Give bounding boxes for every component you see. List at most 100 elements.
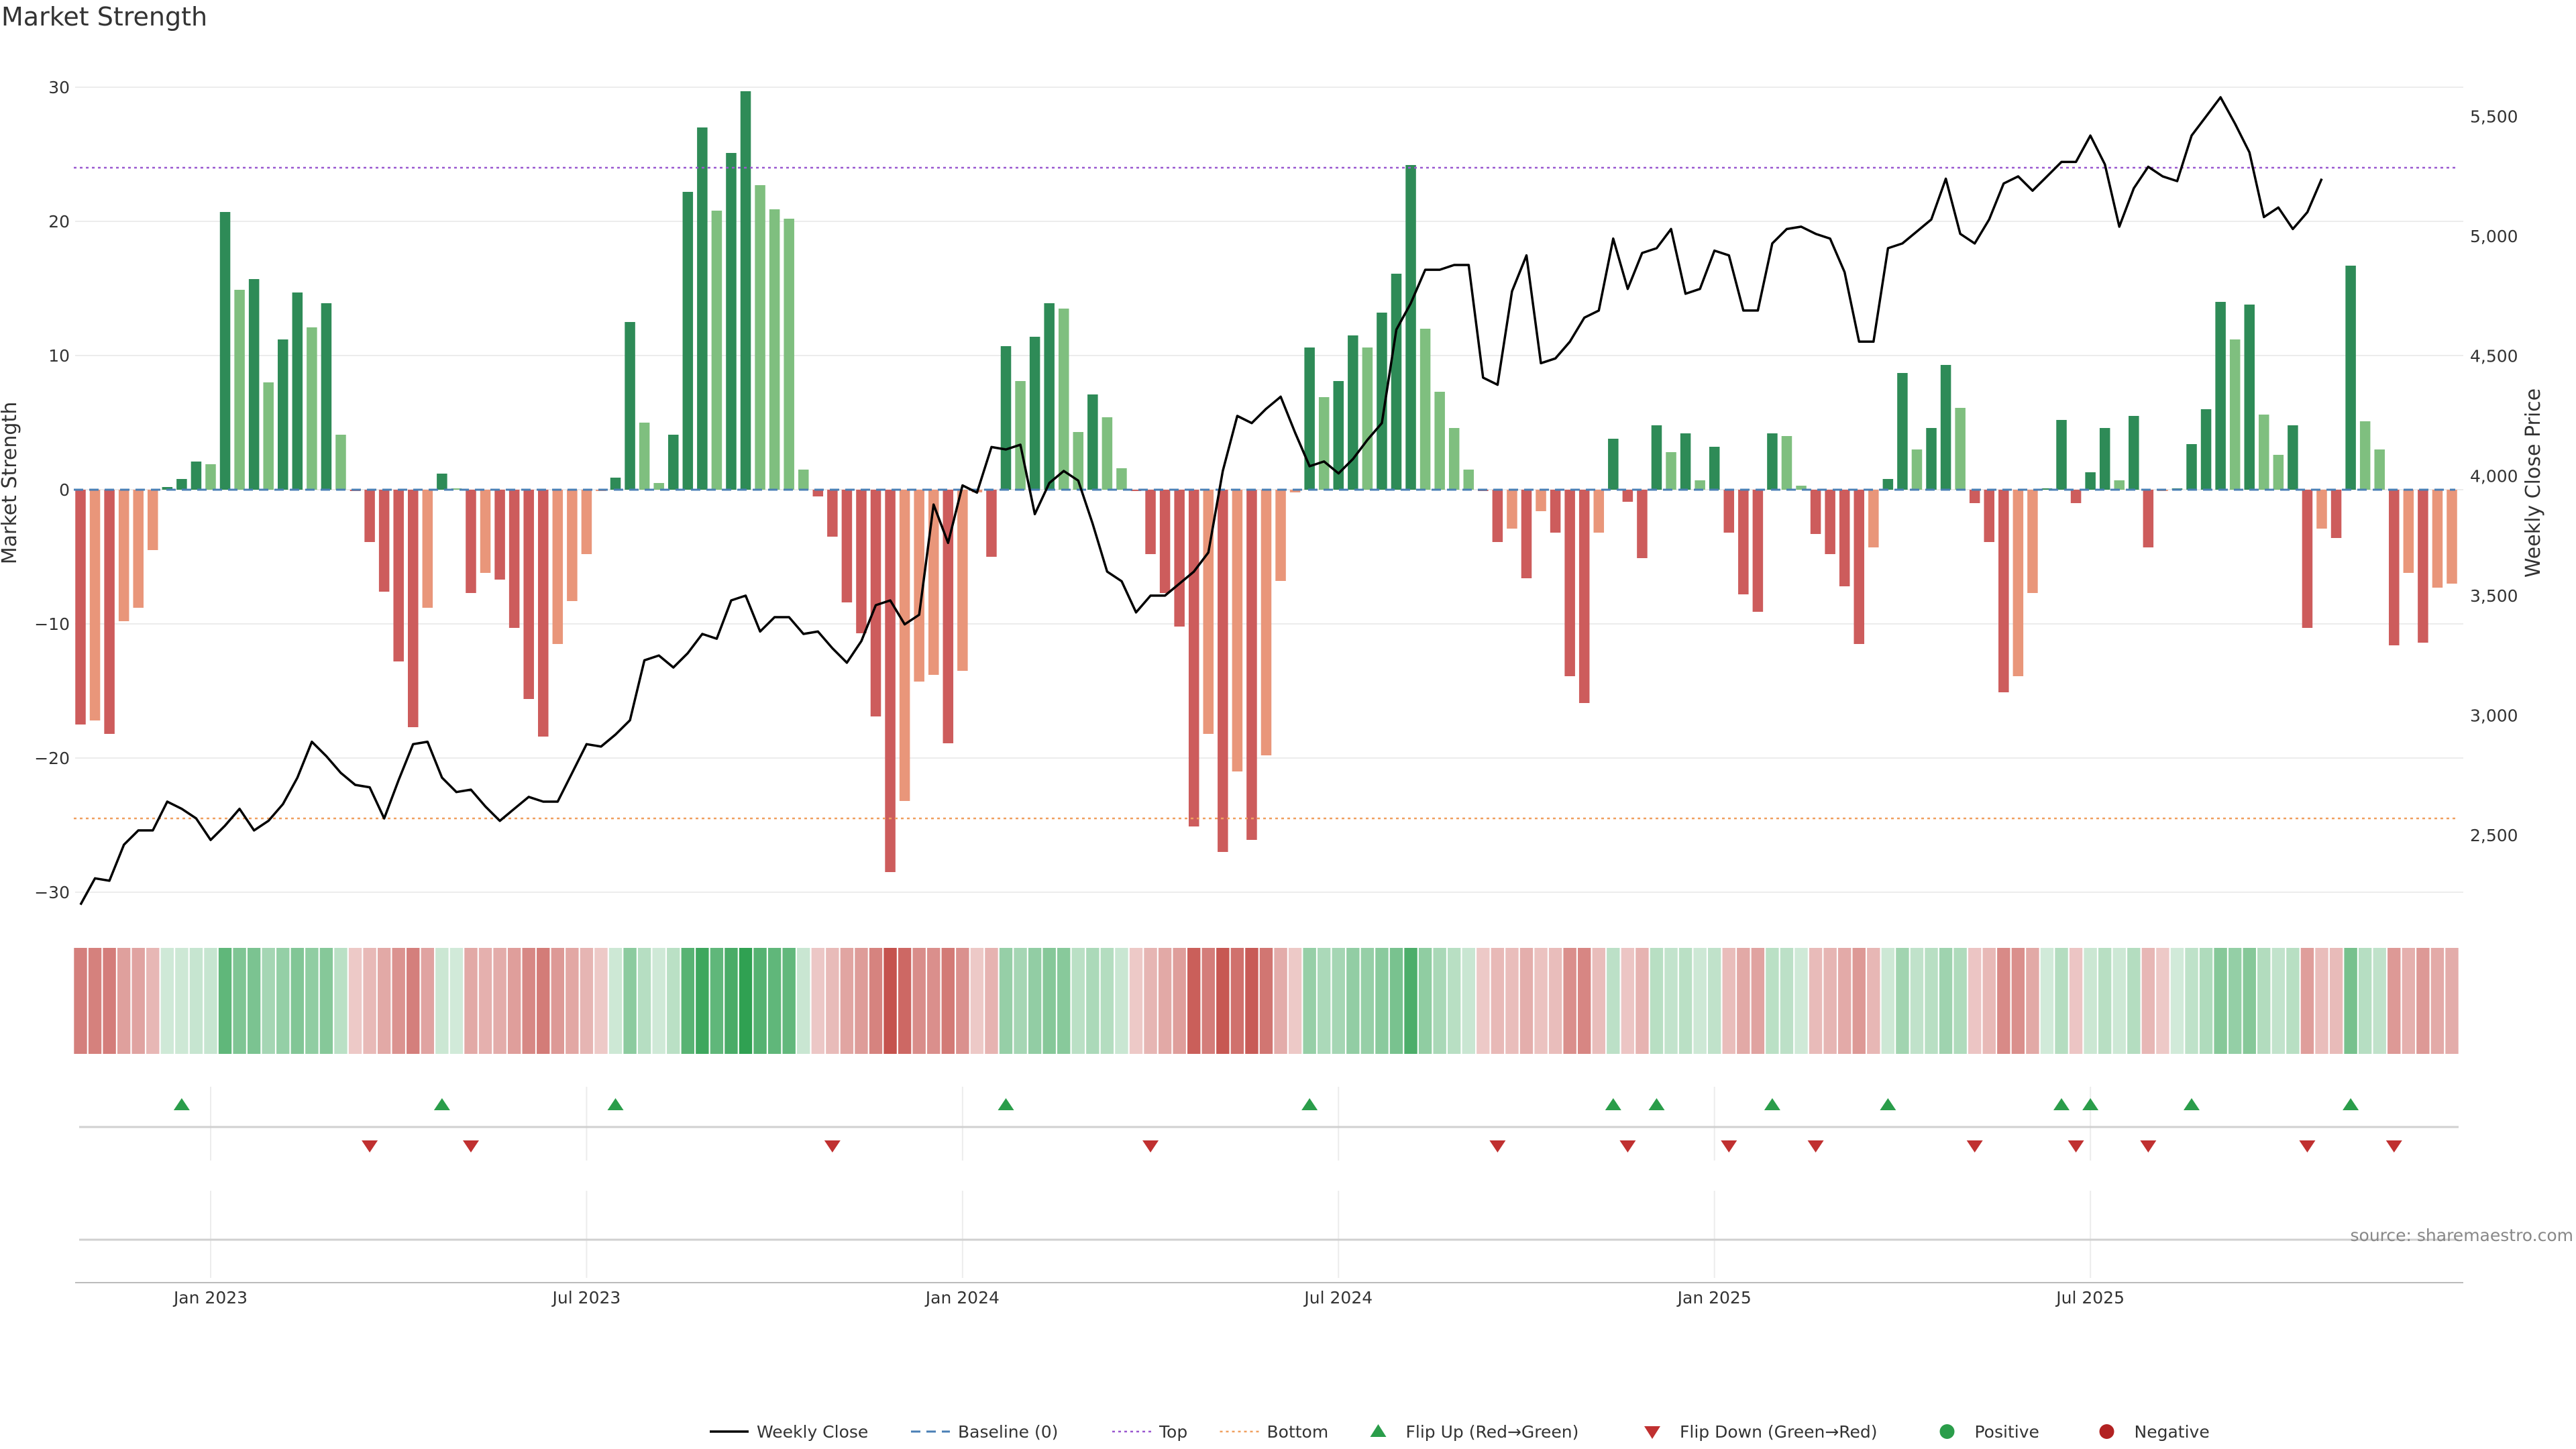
heat-cell (1982, 948, 1996, 1054)
y-right-tick-label: 3,500 (2470, 586, 2518, 606)
heat-cell (2011, 948, 2025, 1054)
legend: Weekly Close Baseline (0) Top Bottom Flip Up… (710, 1422, 2210, 1442)
flip-up-marker (1605, 1098, 1621, 1110)
strength-bar (2389, 490, 2400, 645)
x-tick-label: Jul 2023 (551, 1288, 621, 1307)
strength-bar (191, 462, 202, 490)
heat-cell (2329, 948, 2343, 1054)
strength-bar (755, 185, 765, 490)
heat-cell (2141, 948, 2155, 1054)
strength-bar (769, 209, 780, 490)
heat-cell (753, 948, 767, 1054)
heat-cell (912, 948, 926, 1054)
heat-cell (1288, 948, 1302, 1054)
heat-cell (2055, 948, 2068, 1054)
strength-bar (1680, 433, 1691, 490)
legend-item: Flip Up (Red→Green) (1370, 1422, 1578, 1442)
strength-bar (278, 339, 288, 490)
strength-bar (1882, 479, 1894, 490)
flip-down-marker (2140, 1140, 2157, 1152)
x-tick-label: Jan 2024 (924, 1288, 1000, 1307)
heat-cell (1519, 948, 1534, 1054)
heat-cell (840, 948, 854, 1054)
strength-bar (1145, 490, 1156, 554)
strength-bar (1232, 490, 1243, 771)
strength-bar (1116, 468, 1127, 490)
strength-bar (335, 435, 346, 490)
x-tick-label: Jul 2025 (2055, 1288, 2125, 1307)
heat-cell (898, 948, 912, 1054)
heat-cell (2199, 948, 2213, 1054)
heat-cell (1389, 948, 1403, 1054)
strength-bar (1593, 490, 1605, 533)
strength-bar (625, 322, 635, 490)
heat-cell (1751, 948, 1765, 1054)
heat-cell (88, 948, 102, 1054)
strength-bar (1289, 490, 1301, 492)
strength-bar (133, 490, 144, 608)
strength-bars (75, 91, 2457, 872)
strength-bar (263, 382, 274, 490)
flip-down-marker (1721, 1140, 1737, 1152)
y-left-tick-label: 30 (48, 78, 70, 97)
heat-cell (290, 948, 305, 1054)
heat-cell (1303, 948, 1316, 1054)
heat-cell (941, 948, 955, 1054)
heat-cell (1780, 948, 1794, 1054)
heat-cell (2286, 948, 2300, 1054)
heat-cell (739, 948, 753, 1054)
strength-bar (1174, 490, 1185, 627)
y-right-tick-label: 5,500 (2470, 107, 2518, 127)
heat-cell (204, 948, 217, 1054)
strength-bar (494, 490, 505, 580)
strength-bar (1709, 447, 1720, 490)
strength-bar (1651, 425, 1662, 490)
strength-bar (1188, 490, 1199, 826)
legend-triangle-up-icon (1370, 1424, 1387, 1437)
strength-bar (2403, 490, 2414, 573)
weekly-close-line (79, 96, 2323, 906)
strength-bar (1130, 490, 1142, 491)
heat-cell (2040, 948, 2054, 1054)
heat-cell (927, 948, 941, 1054)
strength-bar (1666, 452, 1676, 490)
strength-bar (697, 127, 708, 490)
axis-ticks: 30 20 10 0 −10 −20 −30 5,500 5,000 4,500 4,000 3,50… (34, 78, 2518, 1307)
strength-bar (2027, 490, 2038, 593)
flip-up-marker (2053, 1098, 2070, 1110)
strength-bar (1521, 490, 1532, 578)
heat-cell (1823, 948, 1837, 1054)
heat-cell (262, 948, 275, 1054)
heat-cell (233, 948, 246, 1054)
heat-cell (1766, 948, 1779, 1054)
heat-cell (1418, 948, 1432, 1054)
heat-cell (970, 948, 984, 1054)
strength-bar (653, 483, 664, 490)
strength-bar (870, 490, 881, 716)
strength-bar (1159, 490, 1171, 593)
heat-cell (1144, 948, 1157, 1054)
flip-up-marker (998, 1098, 1014, 1110)
flip-up-marker (1764, 1098, 1780, 1110)
weekly-close-layer (79, 96, 2323, 906)
strength-bar (567, 490, 578, 601)
y-right-tick-label: 4,500 (2470, 347, 2518, 366)
strength-bar (1897, 373, 1908, 490)
strength-bar (104, 490, 115, 734)
strength-bar (899, 490, 910, 801)
heat-cell (218, 948, 232, 1054)
strength-bar (234, 290, 245, 490)
strength-bar (408, 490, 419, 727)
source-note: source: sharemaestro.com (2351, 1226, 2574, 1245)
strength-bar (422, 490, 433, 608)
heat-cell (1230, 948, 1244, 1054)
strength-bar (2056, 420, 2067, 490)
strength-bar (1969, 490, 1980, 503)
strength-bar (1550, 490, 1561, 533)
strength-bar (1218, 490, 1228, 852)
strength-bar (1767, 433, 1778, 490)
legend-item: Negative (2099, 1422, 2210, 1442)
strength-bar (364, 490, 375, 542)
y-left-tick-label: 0 (59, 480, 70, 500)
heat-cell (594, 948, 608, 1054)
